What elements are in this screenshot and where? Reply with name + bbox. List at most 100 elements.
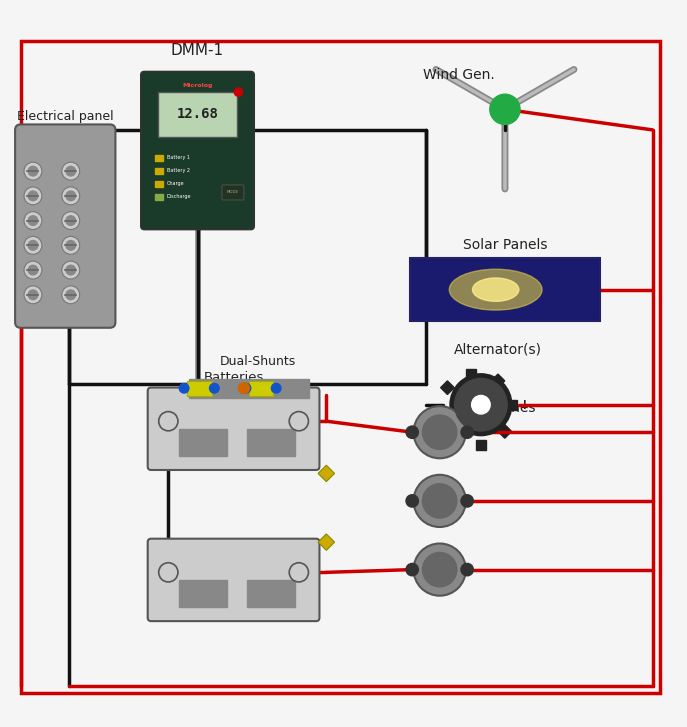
Circle shape bbox=[62, 187, 80, 205]
Circle shape bbox=[24, 261, 42, 279]
Text: +: + bbox=[519, 398, 530, 411]
Circle shape bbox=[62, 236, 80, 254]
Bar bbox=[155, 181, 163, 187]
Bar bbox=[440, 381, 454, 395]
Bar bbox=[247, 580, 295, 607]
Circle shape bbox=[28, 290, 38, 300]
Circle shape bbox=[238, 382, 249, 394]
FancyBboxPatch shape bbox=[222, 185, 244, 200]
Circle shape bbox=[289, 563, 308, 582]
Circle shape bbox=[490, 95, 520, 124]
Bar bbox=[179, 580, 227, 607]
Text: 12.68: 12.68 bbox=[177, 108, 218, 121]
Circle shape bbox=[414, 544, 466, 595]
Circle shape bbox=[414, 475, 466, 527]
Text: −: − bbox=[173, 414, 184, 427]
Circle shape bbox=[406, 563, 418, 576]
Circle shape bbox=[461, 563, 473, 576]
Text: +: + bbox=[283, 566, 294, 579]
Polygon shape bbox=[318, 534, 335, 550]
Circle shape bbox=[471, 395, 490, 414]
Text: Battery 1: Battery 1 bbox=[167, 155, 190, 160]
Circle shape bbox=[62, 162, 80, 180]
Circle shape bbox=[461, 426, 473, 438]
Circle shape bbox=[66, 290, 76, 300]
Circle shape bbox=[406, 426, 418, 438]
Circle shape bbox=[66, 191, 76, 201]
Circle shape bbox=[159, 411, 178, 431]
Circle shape bbox=[234, 88, 243, 96]
Text: 2: 2 bbox=[228, 412, 239, 430]
Circle shape bbox=[210, 383, 219, 393]
Circle shape bbox=[271, 383, 281, 393]
Bar bbox=[155, 194, 163, 200]
Circle shape bbox=[24, 286, 42, 304]
Text: Solar Panels: Solar Panels bbox=[463, 238, 547, 252]
Text: Switches: Switches bbox=[474, 401, 536, 415]
Circle shape bbox=[24, 212, 42, 230]
FancyBboxPatch shape bbox=[15, 124, 115, 328]
Text: −: − bbox=[431, 398, 443, 411]
Circle shape bbox=[24, 162, 42, 180]
Bar bbox=[476, 441, 486, 450]
Text: 1: 1 bbox=[228, 563, 239, 582]
FancyBboxPatch shape bbox=[148, 387, 319, 470]
Text: +: + bbox=[283, 414, 294, 427]
Text: Discharge: Discharge bbox=[167, 194, 192, 199]
Polygon shape bbox=[318, 465, 335, 482]
Circle shape bbox=[28, 191, 38, 201]
Circle shape bbox=[66, 216, 76, 225]
Text: DMM-1: DMM-1 bbox=[171, 43, 224, 57]
Ellipse shape bbox=[449, 269, 542, 310]
Bar bbox=[189, 379, 309, 398]
Text: MODE: MODE bbox=[227, 190, 239, 194]
Bar bbox=[247, 429, 295, 457]
FancyBboxPatch shape bbox=[148, 539, 319, 621]
Circle shape bbox=[414, 406, 466, 458]
Text: Alternator(s): Alternator(s) bbox=[453, 342, 541, 357]
Bar bbox=[491, 374, 505, 387]
Bar bbox=[249, 381, 273, 395]
Circle shape bbox=[455, 379, 507, 431]
Circle shape bbox=[24, 236, 42, 254]
Text: Electrical panel: Electrical panel bbox=[17, 110, 113, 123]
Bar bbox=[436, 409, 445, 419]
Text: Batteries: Batteries bbox=[203, 371, 264, 384]
Text: Charge: Charge bbox=[167, 181, 185, 186]
Bar bbox=[187, 381, 212, 395]
Circle shape bbox=[241, 383, 251, 393]
FancyBboxPatch shape bbox=[410, 258, 600, 321]
Circle shape bbox=[289, 411, 308, 431]
Circle shape bbox=[62, 261, 80, 279]
Bar bbox=[155, 168, 163, 174]
Text: Battery 2: Battery 2 bbox=[167, 168, 190, 173]
Circle shape bbox=[179, 383, 189, 393]
Circle shape bbox=[159, 563, 178, 582]
Circle shape bbox=[62, 212, 80, 230]
Circle shape bbox=[24, 187, 42, 205]
FancyBboxPatch shape bbox=[141, 71, 254, 230]
Bar bbox=[155, 155, 163, 161]
Circle shape bbox=[423, 553, 457, 587]
Bar bbox=[466, 369, 476, 379]
Circle shape bbox=[28, 265, 38, 275]
Circle shape bbox=[406, 494, 418, 507]
Circle shape bbox=[28, 216, 38, 225]
Circle shape bbox=[28, 166, 38, 176]
Ellipse shape bbox=[473, 278, 519, 301]
Circle shape bbox=[66, 265, 76, 275]
Circle shape bbox=[66, 241, 76, 250]
Circle shape bbox=[461, 494, 473, 507]
Circle shape bbox=[28, 241, 38, 250]
Circle shape bbox=[423, 483, 457, 518]
Text: Wind Gen.: Wind Gen. bbox=[423, 68, 494, 82]
Circle shape bbox=[66, 166, 76, 176]
Circle shape bbox=[62, 286, 80, 304]
Text: −: − bbox=[173, 566, 184, 579]
Circle shape bbox=[423, 415, 457, 449]
Text: Microlog: Microlog bbox=[182, 83, 213, 88]
Text: Dual-Shunts: Dual-Shunts bbox=[220, 356, 295, 369]
Bar bbox=[447, 431, 461, 445]
Circle shape bbox=[450, 374, 512, 435]
FancyBboxPatch shape bbox=[158, 92, 237, 137]
